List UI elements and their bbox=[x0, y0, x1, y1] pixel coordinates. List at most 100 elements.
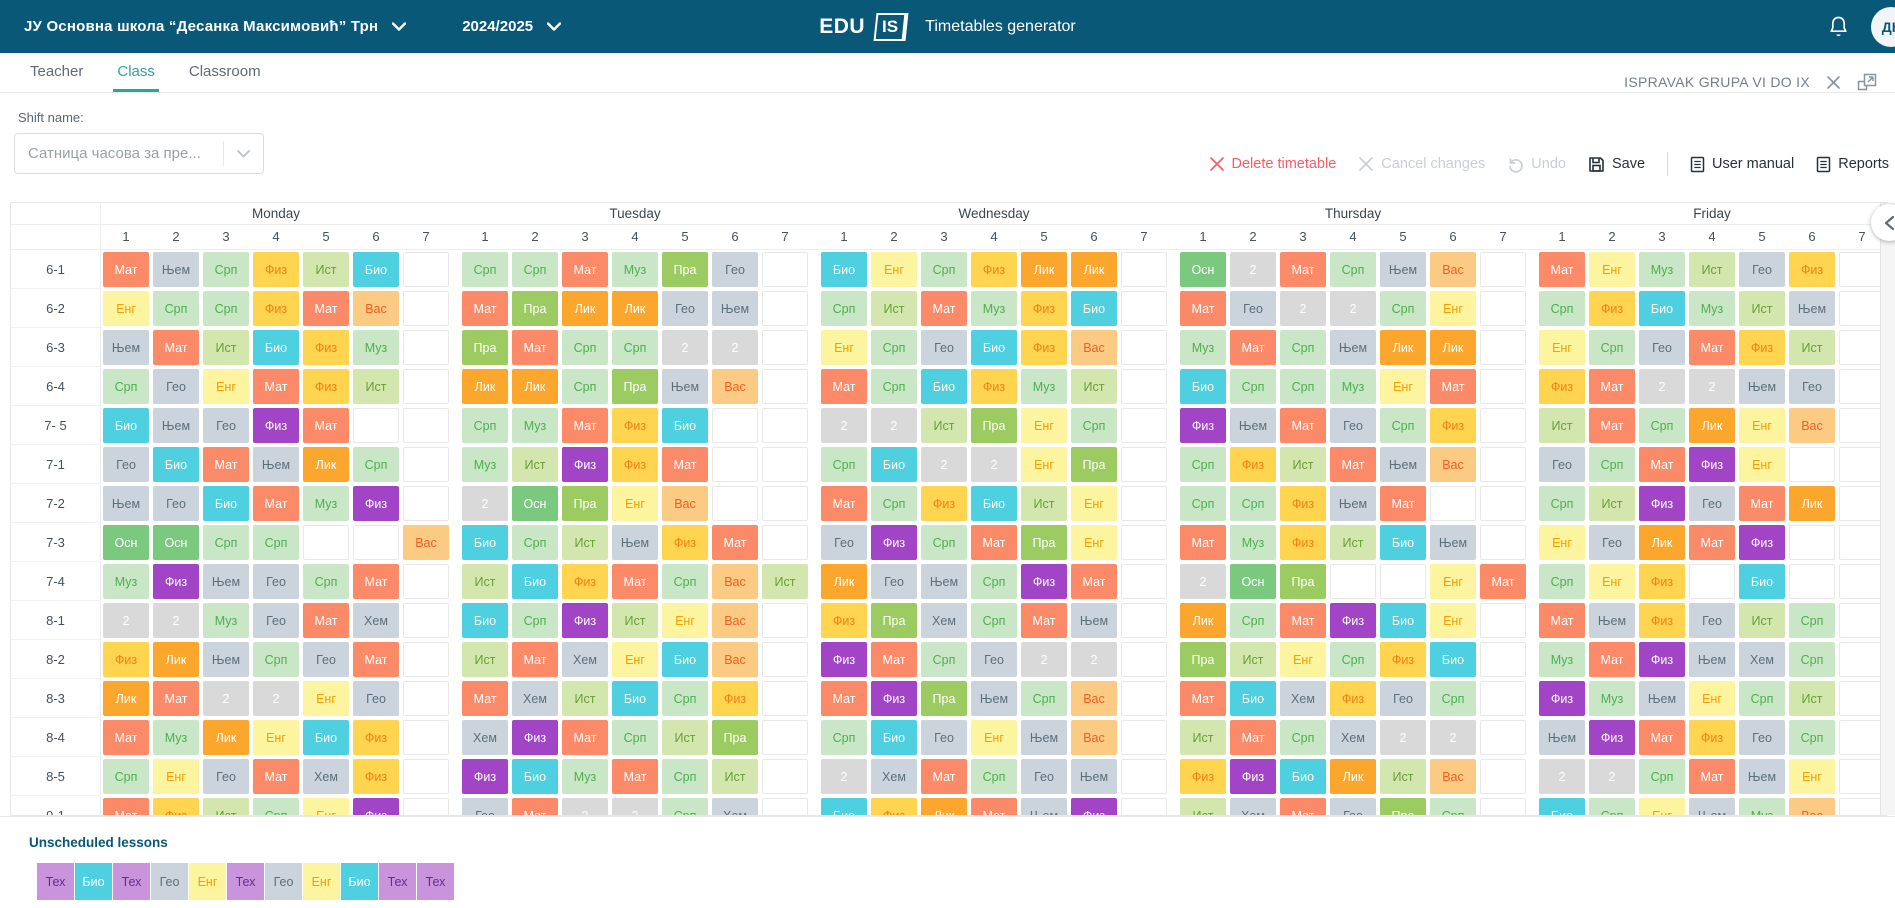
lesson-cell[interactable]: 2 bbox=[1689, 369, 1735, 404]
empty-slot[interactable] bbox=[1839, 369, 1885, 404]
lesson-cell[interactable]: Гео bbox=[662, 291, 708, 326]
lesson-cell[interactable]: Мат bbox=[1280, 603, 1326, 638]
lesson-cell[interactable]: Њем bbox=[1021, 798, 1067, 815]
lesson-cell[interactable]: Мат bbox=[303, 603, 349, 638]
lesson-cell[interactable]: Физ bbox=[462, 759, 508, 794]
lesson-cell[interactable]: Био bbox=[871, 447, 917, 482]
lesson-cell[interactable]: Муз bbox=[1589, 681, 1635, 716]
lesson-cell[interactable]: Ист bbox=[303, 252, 349, 287]
lesson-cell[interactable]: Лик bbox=[1639, 525, 1685, 560]
lesson-cell[interactable]: Физ bbox=[1739, 330, 1785, 365]
empty-slot[interactable] bbox=[1480, 291, 1526, 326]
lesson-cell[interactable]: Лик bbox=[512, 369, 558, 404]
lesson-cell[interactable]: Муз bbox=[103, 564, 149, 599]
lesson-cell[interactable]: Мат bbox=[1380, 486, 1426, 521]
lesson-cell[interactable]: Муз bbox=[1689, 291, 1735, 326]
lesson-cell[interactable]: Њем bbox=[921, 564, 967, 599]
lesson-cell[interactable]: Муз bbox=[1739, 798, 1785, 815]
lesson-cell[interactable]: Гео bbox=[1330, 408, 1376, 443]
lesson-cell[interactable]: Енг bbox=[1789, 759, 1835, 794]
lesson-cell[interactable]: Срп bbox=[1230, 486, 1276, 521]
lesson-cell[interactable]: Физ bbox=[971, 252, 1017, 287]
unscheduled-lesson-chip[interactable]: Гео bbox=[265, 863, 302, 900]
empty-slot[interactable] bbox=[1839, 759, 1885, 794]
empty-slot[interactable] bbox=[1121, 564, 1167, 599]
lesson-cell[interactable]: Ист bbox=[1739, 603, 1785, 638]
lesson-cell[interactable]: Срп bbox=[1539, 291, 1585, 326]
lesson-cell[interactable]: Мат bbox=[821, 369, 867, 404]
lesson-cell[interactable]: 2 bbox=[103, 603, 149, 638]
empty-slot[interactable] bbox=[1480, 525, 1526, 560]
lesson-cell[interactable]: Муз bbox=[303, 486, 349, 521]
lesson-cell[interactable]: Физ bbox=[153, 798, 199, 815]
lesson-cell[interactable]: 2 bbox=[462, 486, 508, 521]
lesson-cell[interactable]: Вас bbox=[1430, 447, 1476, 482]
lesson-cell[interactable]: Њем bbox=[1430, 525, 1476, 560]
lesson-cell[interactable]: Срп bbox=[1589, 798, 1635, 815]
lesson-cell[interactable]: Енг bbox=[1689, 681, 1735, 716]
lesson-cell[interactable]: Енг bbox=[871, 252, 917, 287]
lesson-cell[interactable]: Мат bbox=[662, 447, 708, 482]
lesson-cell[interactable]: Лик bbox=[203, 720, 249, 755]
lesson-cell[interactable]: Њем bbox=[1739, 369, 1785, 404]
lesson-cell[interactable]: Енг bbox=[971, 720, 1017, 755]
lesson-cell[interactable]: Мат bbox=[1280, 252, 1326, 287]
lesson-cell[interactable]: Срп bbox=[303, 564, 349, 599]
lesson-cell[interactable]: Пра bbox=[662, 252, 708, 287]
lesson-cell[interactable]: Лик bbox=[1789, 486, 1835, 521]
lesson-cell[interactable]: Њем bbox=[1689, 798, 1735, 815]
lesson-cell[interactable]: Срп bbox=[1280, 720, 1326, 755]
lesson-cell[interactable]: Мат bbox=[1639, 720, 1685, 755]
lesson-cell[interactable]: Физ bbox=[153, 564, 199, 599]
lesson-cell[interactable]: Био bbox=[1180, 369, 1226, 404]
empty-slot[interactable] bbox=[1839, 408, 1885, 443]
lesson-cell[interactable]: Њем bbox=[1021, 720, 1067, 755]
lesson-cell[interactable]: Гео bbox=[253, 564, 299, 599]
lesson-cell[interactable]: Мат bbox=[1280, 798, 1326, 815]
lesson-cell[interactable]: 2 bbox=[203, 681, 249, 716]
lesson-cell[interactable]: 2 bbox=[712, 330, 758, 365]
lesson-cell[interactable]: Лик bbox=[1430, 330, 1476, 365]
lesson-cell[interactable]: Мат bbox=[1739, 486, 1785, 521]
lesson-cell[interactable]: Физ bbox=[821, 642, 867, 677]
lesson-cell[interactable]: Физ bbox=[1739, 525, 1785, 560]
lesson-cell[interactable]: Мат bbox=[612, 759, 658, 794]
lesson-cell[interactable]: Лик bbox=[153, 642, 199, 677]
lesson-cell[interactable]: Био bbox=[1539, 798, 1585, 815]
empty-slot[interactable] bbox=[1839, 525, 1885, 560]
lesson-cell[interactable]: Срп bbox=[1789, 720, 1835, 755]
lesson-cell[interactable]: Њем bbox=[662, 369, 708, 404]
lesson-cell[interactable]: Мат bbox=[1330, 447, 1376, 482]
lesson-cell[interactable]: Био bbox=[462, 525, 508, 560]
lesson-cell[interactable]: Гео bbox=[1330, 798, 1376, 815]
lesson-cell[interactable]: Физ bbox=[1689, 447, 1735, 482]
collapse-panel-button[interactable] bbox=[1871, 204, 1895, 241]
lesson-cell[interactable]: Физ bbox=[612, 447, 658, 482]
lesson-cell[interactable]: Вас bbox=[662, 486, 708, 521]
lesson-cell[interactable]: Мат bbox=[821, 681, 867, 716]
lesson-cell[interactable]: Био bbox=[303, 720, 349, 755]
empty-slot[interactable] bbox=[403, 564, 449, 599]
lesson-cell[interactable]: Мат bbox=[1589, 642, 1635, 677]
empty-slot[interactable] bbox=[1839, 447, 1885, 482]
lesson-cell[interactable]: Њем bbox=[203, 564, 249, 599]
lesson-cell[interactable]: Био bbox=[971, 486, 1017, 521]
lesson-cell[interactable]: Физ bbox=[1639, 603, 1685, 638]
lesson-cell[interactable]: Срп bbox=[971, 564, 1017, 599]
lesson-cell[interactable]: Њем bbox=[253, 447, 299, 482]
empty-slot[interactable] bbox=[1121, 759, 1167, 794]
lesson-cell[interactable]: Ист bbox=[1589, 486, 1635, 521]
empty-slot[interactable] bbox=[1121, 369, 1167, 404]
empty-slot[interactable] bbox=[1480, 681, 1526, 716]
empty-slot[interactable] bbox=[1480, 252, 1526, 287]
lesson-cell[interactable]: Срп bbox=[871, 330, 917, 365]
lesson-cell[interactable]: Мат bbox=[462, 681, 508, 716]
empty-slot[interactable] bbox=[403, 447, 449, 482]
school-selector-chevron-down-icon[interactable] bbox=[392, 22, 407, 31]
lesson-cell[interactable]: Лик bbox=[1380, 330, 1426, 365]
empty-slot[interactable] bbox=[1121, 603, 1167, 638]
lesson-cell[interactable]: Мат bbox=[1430, 369, 1476, 404]
lesson-cell[interactable]: Био bbox=[103, 408, 149, 443]
lesson-cell[interactable]: Физ bbox=[562, 564, 608, 599]
empty-slot[interactable] bbox=[1839, 681, 1885, 716]
